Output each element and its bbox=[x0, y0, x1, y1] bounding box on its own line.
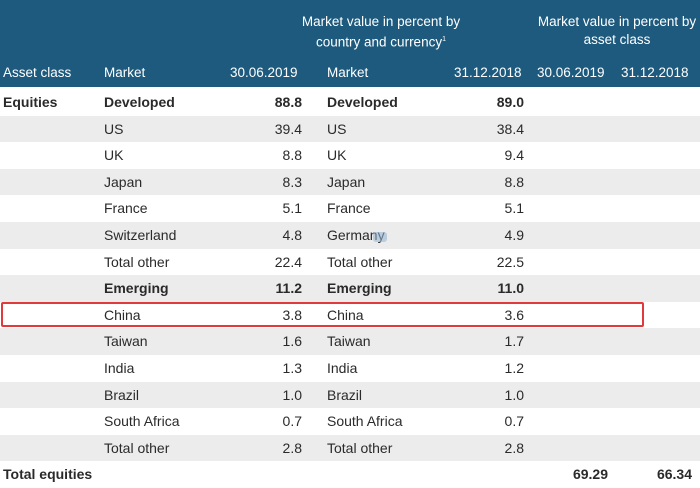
table-row: Emerging 11.2 Emerging 11.0 bbox=[0, 275, 700, 302]
cell-value-1: 2.8 bbox=[282, 439, 302, 456]
col-header-asset-class: Asset class bbox=[3, 65, 72, 80]
table-header: Market value in percent by country and c… bbox=[0, 0, 700, 87]
cell-value-1: 39.4 bbox=[274, 120, 302, 137]
cell-value-1: 88.8 bbox=[274, 94, 302, 110]
cell-market-1: US bbox=[104, 120, 124, 137]
cell-market-1: Emerging bbox=[104, 280, 169, 297]
cell-value-1: 8.3 bbox=[282, 173, 302, 190]
cell-value-1: 1.6 bbox=[282, 333, 302, 350]
cell-market-2: Germany bbox=[327, 226, 385, 243]
cell-value-2: 89.0 bbox=[496, 94, 524, 110]
cell-value-2: 9.4 bbox=[504, 147, 524, 164]
cell-value-1: 4.8 bbox=[282, 226, 302, 243]
cell-value-1: 11.2 bbox=[275, 280, 302, 297]
cell-value-2: 2.8 bbox=[504, 439, 524, 456]
cell-market-2: South Africa bbox=[327, 413, 403, 430]
cell-market-2: China bbox=[327, 306, 364, 323]
cell-value-2: 5.1 bbox=[504, 200, 524, 217]
cell-market-1: France bbox=[104, 200, 148, 217]
cell-market-2: Japan bbox=[327, 173, 366, 190]
cell-asset-class: Equities bbox=[3, 94, 58, 110]
table-row: India 1.3 India 1.2 bbox=[0, 355, 700, 382]
header-group-asset: Market value in percent by asset class bbox=[537, 14, 697, 47]
col-header-date-1: 30.06.2019 bbox=[230, 65, 298, 80]
table-body: Equities Developed 88.8 Developed 89.0 US 39.4… bbox=[0, 89, 700, 488]
cell-market-1: Taiwan bbox=[104, 333, 148, 350]
cell-value-1: 1.3 bbox=[282, 359, 302, 376]
total-label: Total equities bbox=[3, 466, 93, 483]
cell-market-1: Total other bbox=[104, 439, 170, 456]
col-header-market-2: Market bbox=[327, 65, 369, 80]
cell-value-1: 8.8 bbox=[282, 147, 302, 164]
cell-market-1: Developed bbox=[104, 94, 175, 110]
col-header-market-1: Market bbox=[104, 65, 146, 80]
total-row: Total equities 69.29 66.34 bbox=[0, 461, 700, 488]
cell-market-1: South Africa bbox=[104, 413, 180, 430]
cell-value-2: 22.5 bbox=[496, 253, 524, 270]
cell-value-2: 38.4 bbox=[496, 120, 524, 137]
cell-value-2: 3.6 bbox=[504, 306, 524, 323]
table-row: Total other 2.8 Total other 2.8 bbox=[0, 434, 700, 462]
table-row: Switzerland 4.8 Germany 4.9 bbox=[0, 221, 700, 249]
table-row: Japan 8.3 Japan 8.8 bbox=[0, 168, 700, 196]
highlight-box-china bbox=[1, 302, 644, 327]
cell-market-2: Brazil bbox=[327, 386, 363, 403]
cell-market-1: Switzerland bbox=[104, 226, 177, 243]
table-row: China 3.8 China 3.6 bbox=[0, 302, 700, 329]
table-row: Equities Developed 88.8 Developed 89.0 bbox=[0, 89, 700, 116]
cell-market-2: Total other bbox=[327, 439, 393, 456]
cell-value-2: 8.8 bbox=[504, 173, 524, 190]
cell-value-2: 1.7 bbox=[504, 333, 524, 350]
cell-market-2: France bbox=[327, 200, 371, 217]
scan-blot bbox=[373, 232, 387, 242]
table-row: South Africa 0.7 South Africa 0.7 bbox=[0, 408, 700, 435]
cell-market-1: UK bbox=[104, 147, 124, 164]
cell-market-1: Total other bbox=[104, 253, 170, 270]
table-row: UK 8.8 UK 9.4 bbox=[0, 142, 700, 169]
cell-market-2: Taiwan bbox=[327, 333, 371, 350]
cell-market-2: US bbox=[327, 120, 347, 137]
cell-value-1: 3.8 bbox=[282, 306, 302, 323]
header-group-country-text: Market value in percent by country and c… bbox=[301, 14, 461, 50]
footnote-marker: 1 bbox=[442, 36, 446, 43]
table-row: France 5.1 France 5.1 bbox=[0, 195, 700, 222]
cell-value-2: 1.0 bbox=[504, 386, 524, 403]
total-asset-value-2: 66.34 bbox=[656, 466, 692, 483]
total-asset-value-1: 69.29 bbox=[572, 466, 608, 483]
table-row: US 39.4 US 38.4 bbox=[0, 115, 700, 143]
col-header-date-2: 31.12.2018 bbox=[454, 65, 522, 80]
cell-value-1: 0.7 bbox=[282, 413, 302, 430]
cell-market-2: India bbox=[327, 359, 358, 376]
cell-market-2: Total other bbox=[327, 253, 393, 270]
cell-market-2: Emerging bbox=[327, 280, 392, 297]
header-group-country: Market value in percent by country and c… bbox=[288, 13, 474, 52]
cell-market-1: Brazil bbox=[104, 386, 140, 403]
cell-value-1: 22.4 bbox=[274, 253, 302, 270]
cell-value-1: 5.1 bbox=[282, 200, 302, 217]
col-header-asset-date-1: 30.06.2019 bbox=[537, 65, 605, 80]
cell-market-1: India bbox=[104, 359, 135, 376]
table-row: Brazil 1.0 Brazil 1.0 bbox=[0, 381, 700, 409]
cell-market-2: Developed bbox=[327, 94, 398, 110]
col-header-asset-date-2: 31.12.2018 bbox=[621, 65, 689, 80]
cell-value-2: 11.0 bbox=[497, 280, 524, 297]
cell-value-2: 0.7 bbox=[504, 413, 524, 430]
cell-value-2: 1.2 bbox=[504, 359, 524, 376]
table-row: Taiwan 1.6 Taiwan 1.7 bbox=[0, 328, 700, 355]
cell-market-1: Japan bbox=[104, 173, 143, 190]
cell-value-1: 1.0 bbox=[282, 386, 302, 403]
table-row: Total other 22.4 Total other 22.5 bbox=[0, 249, 700, 276]
cell-value-2: 4.9 bbox=[504, 226, 524, 243]
cell-market-1: China bbox=[104, 306, 141, 323]
cell-market-2: UK bbox=[327, 147, 347, 164]
